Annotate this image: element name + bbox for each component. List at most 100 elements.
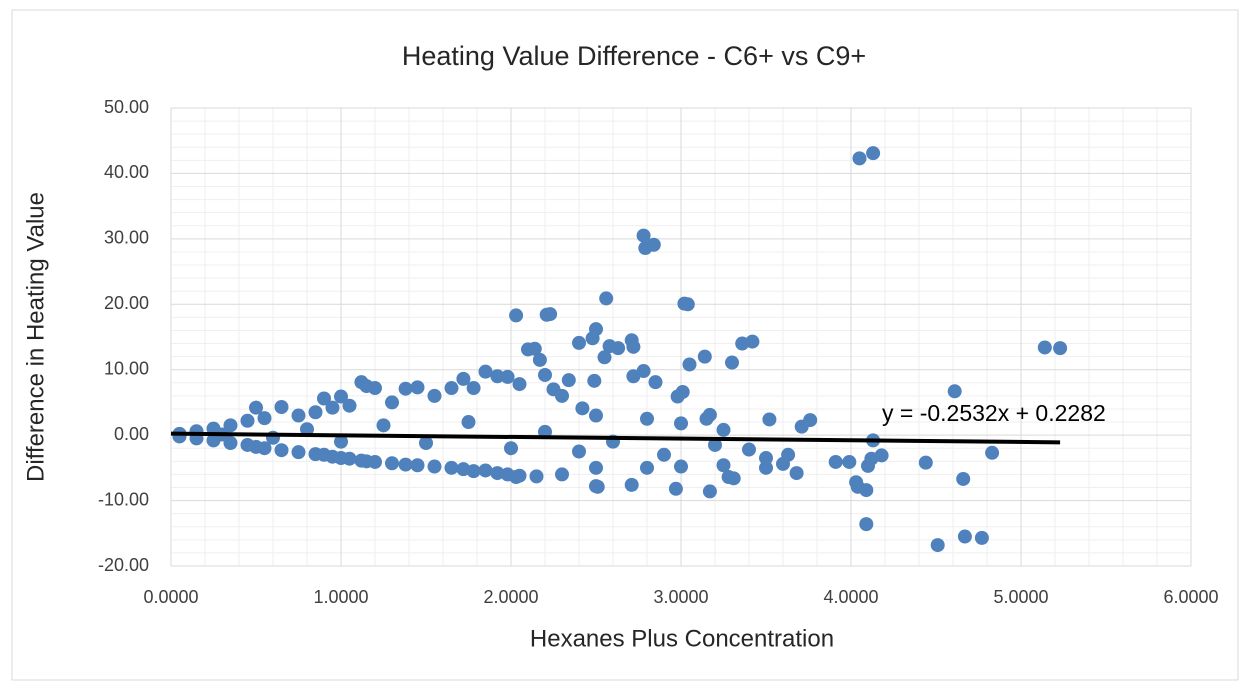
point: [640, 411, 654, 426]
y-axis-label: Difference in Heating Value: [22, 192, 49, 482]
point: [444, 460, 459, 475]
point: [794, 419, 809, 434]
point: [385, 395, 399, 410]
x-tick-label: 5.0000: [993, 587, 1048, 607]
point: [478, 364, 493, 379]
point: [668, 481, 683, 496]
point: [461, 415, 476, 430]
point: [490, 466, 505, 481]
point: [674, 459, 688, 474]
x-tick-label: 1.0000: [313, 587, 368, 607]
point: [716, 458, 731, 473]
point: [490, 369, 505, 384]
x-tick-label: 6.0000: [1163, 587, 1218, 607]
point: [572, 335, 586, 350]
point: [828, 454, 843, 469]
point: [223, 418, 238, 433]
point: [342, 398, 357, 413]
point: [538, 367, 552, 382]
point: [532, 352, 547, 367]
point: [957, 529, 972, 544]
point: [410, 458, 425, 473]
point: [852, 151, 867, 166]
point: [624, 477, 639, 492]
chart-border: [11, 9, 1239, 681]
chart-title: Heating Value Difference - C6+ vs C9+: [402, 41, 866, 71]
point: [874, 448, 889, 463]
point: [308, 405, 323, 420]
point: [859, 517, 874, 532]
point: [725, 355, 739, 370]
point: [789, 466, 804, 481]
point: [670, 389, 685, 404]
y-tick-label: 40.00: [104, 162, 149, 182]
point: [398, 457, 413, 472]
point: [291, 445, 306, 460]
point: [599, 291, 614, 306]
point: [249, 400, 263, 415]
x-tick-label: 2.0000: [483, 587, 538, 607]
point: [555, 467, 569, 482]
point: [918, 455, 933, 470]
point: [745, 334, 760, 349]
point: [680, 297, 695, 312]
point: [368, 454, 382, 469]
point: [240, 413, 255, 428]
point: [762, 412, 777, 427]
point: [602, 339, 617, 354]
point: [368, 381, 382, 396]
y-tick-label: 30.00: [104, 228, 149, 248]
x-tick-label: 3.0000: [653, 587, 708, 607]
point: [398, 381, 413, 396]
point: [300, 422, 314, 437]
point: [172, 429, 187, 444]
point: [674, 416, 688, 431]
point: [444, 381, 459, 396]
point: [726, 471, 741, 486]
x-axis-label: Hexanes Plus Concentration: [530, 625, 834, 652]
trendline: [170, 431, 1061, 445]
point: [626, 339, 641, 354]
point: [572, 444, 586, 459]
point: [500, 369, 515, 384]
x-tick-label: 0.0000: [143, 587, 198, 607]
point: [500, 467, 515, 482]
point: [585, 331, 600, 346]
point: [334, 389, 348, 404]
point: [478, 463, 493, 478]
point: [587, 373, 602, 388]
point: [512, 377, 527, 392]
point: [597, 350, 612, 365]
point: [543, 307, 558, 322]
point: [257, 411, 272, 426]
y-tick-label: 50.00: [104, 97, 149, 117]
point: [291, 408, 306, 423]
point: [699, 411, 714, 426]
point: [648, 375, 663, 390]
y-tick-label: 20.00: [104, 293, 149, 313]
point: [561, 373, 576, 388]
point: [504, 441, 518, 456]
point: [466, 381, 481, 396]
point: [930, 538, 945, 553]
point: [708, 437, 722, 452]
point: [759, 451, 773, 466]
point: [274, 443, 289, 458]
point: [575, 401, 590, 416]
point: [334, 434, 348, 449]
point: [716, 422, 731, 437]
point: [529, 469, 544, 484]
point: [866, 146, 881, 161]
point: [626, 369, 641, 384]
point: [697, 349, 712, 364]
point: [274, 400, 289, 415]
point: [410, 380, 425, 395]
point: [1053, 341, 1068, 356]
point: [985, 445, 1000, 460]
point: [527, 341, 542, 356]
point: [466, 464, 481, 479]
point: [974, 530, 989, 545]
y-tick-label: 10.00: [104, 358, 149, 378]
point: [590, 479, 605, 494]
